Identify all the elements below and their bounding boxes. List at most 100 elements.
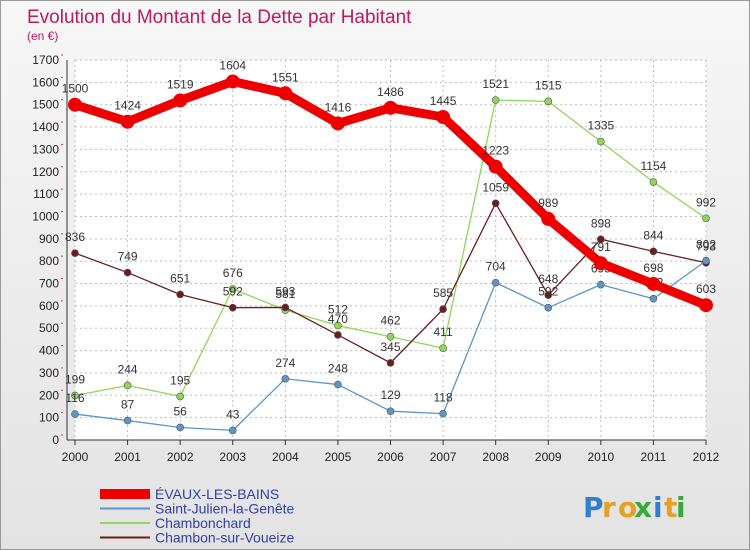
x-tick-label: 2008 [482, 450, 509, 464]
data-label: 593 [275, 284, 295, 298]
data-label: 248 [328, 362, 348, 376]
data-point [334, 380, 342, 389]
x-tick-label: 2010 [587, 450, 614, 464]
y-tick-label: 800 [39, 254, 59, 268]
data-label: 1604 [219, 58, 246, 72]
data-label: 898 [591, 216, 611, 230]
data-point [649, 247, 658, 256]
data-point [228, 426, 237, 435]
y-tick-label: 1200 [32, 165, 59, 179]
data-point [702, 214, 710, 223]
data-label: 1521 [482, 77, 509, 91]
data-label: 43 [226, 407, 240, 421]
chart-title: Evolution du Montant de la Dette par Hab… [27, 7, 412, 28]
data-point [597, 235, 605, 244]
logo-letter: x [634, 491, 652, 524]
data-label: 992 [696, 195, 716, 209]
data-point [649, 294, 658, 303]
data-label: 581 [275, 287, 295, 301]
y-tick-label: 600 [39, 299, 59, 313]
y-tick-label: 100 [39, 411, 59, 425]
data-label: 345 [380, 340, 400, 354]
data-point [541, 211, 556, 226]
data-point [491, 96, 500, 104]
proxiti-logo: Pr ox i ti [583, 491, 686, 524]
data-point [491, 278, 500, 287]
data-label: 791 [591, 240, 611, 254]
data-point [120, 114, 135, 129]
legend-label: Chambon-sur-Voueize [155, 530, 295, 546]
plot-area: 0 100 200 300 400 500 600 700 800 900 1000 1100 1200… [32, 53, 719, 464]
data-point [646, 276, 661, 291]
logo-letter: P [583, 491, 604, 524]
y-tick-label: 1300 [32, 142, 59, 156]
data-label: 1424 [114, 99, 141, 113]
legend-item: Chambonchard [100, 515, 251, 531]
data-point [386, 407, 395, 415]
data-point [176, 290, 184, 299]
data-label: 836 [65, 230, 85, 244]
data-label: 1223 [482, 144, 509, 158]
data-point [334, 331, 342, 339]
data-point [123, 416, 132, 425]
data-label: 129 [380, 388, 400, 402]
y-tick-label: 1500 [32, 98, 59, 112]
data-point [173, 93, 188, 108]
legend: ÉVAUX-LES-BAINSSaint-Julien-la-GenêteCha… [100, 486, 295, 546]
data-point [439, 305, 447, 314]
data-point [386, 332, 395, 341]
data-point [278, 86, 293, 101]
data-label: 411 [434, 325, 453, 339]
legend-label: ÉVAUX-LES-BAINS [155, 486, 279, 502]
logo-letter: t [664, 491, 677, 524]
data-label: 1416 [325, 100, 352, 114]
data-label: 199 [65, 373, 85, 387]
data-point [71, 249, 79, 257]
data-point [702, 256, 710, 265]
data-point [491, 199, 500, 208]
data-point [68, 97, 82, 112]
y-tick-label: 1600 [32, 75, 59, 89]
data-label: 1154 [641, 159, 667, 173]
data-label: 1551 [272, 70, 299, 84]
data-point [334, 321, 342, 330]
data-point [281, 374, 290, 383]
data-label: 676 [223, 266, 243, 280]
data-point [176, 392, 184, 401]
data-point [439, 344, 447, 352]
data-point [386, 359, 395, 367]
data-label: 585 [433, 286, 453, 300]
data-label: 56 [173, 404, 187, 418]
data-point [228, 303, 237, 312]
data-label: 1500 [62, 82, 89, 96]
x-tick-label: 2009 [535, 450, 562, 464]
series-ÉVAUX-LES-BAINS: 1500 1424 1519 1604 1551 1416 1486 1445 1223 989 7… [62, 58, 716, 313]
data-label: 844 [643, 228, 663, 242]
data-label: 793 [696, 240, 716, 254]
data-label: 648 [538, 272, 558, 286]
data-label: 989 [538, 196, 558, 210]
data-label: 462 [380, 314, 400, 328]
data-point [123, 381, 132, 390]
data-point [176, 423, 184, 432]
data-label: 87 [121, 398, 135, 412]
data-point [330, 116, 345, 131]
series-Chambonchard: 199 244 195 676 581 512 462 411 1521 1515 1335 1154… [65, 77, 716, 401]
data-label: 512 [328, 303, 348, 317]
data-point [597, 137, 605, 146]
data-point [699, 298, 713, 313]
logo-letter: r [602, 491, 616, 524]
x-tick-label: 2005 [325, 450, 352, 464]
data-point [488, 159, 503, 174]
y-tick-label: 700 [39, 277, 59, 291]
legend-item: ÉVAUX-LES-BAINS [100, 486, 279, 502]
data-label: 603 [696, 282, 716, 296]
y-tick-label: 200 [39, 388, 59, 402]
y-tick-label: 1400 [32, 120, 59, 134]
data-point [439, 409, 447, 418]
data-point [593, 256, 608, 271]
data-point [71, 391, 79, 400]
data-point [544, 291, 553, 299]
data-label: 244 [118, 362, 138, 376]
